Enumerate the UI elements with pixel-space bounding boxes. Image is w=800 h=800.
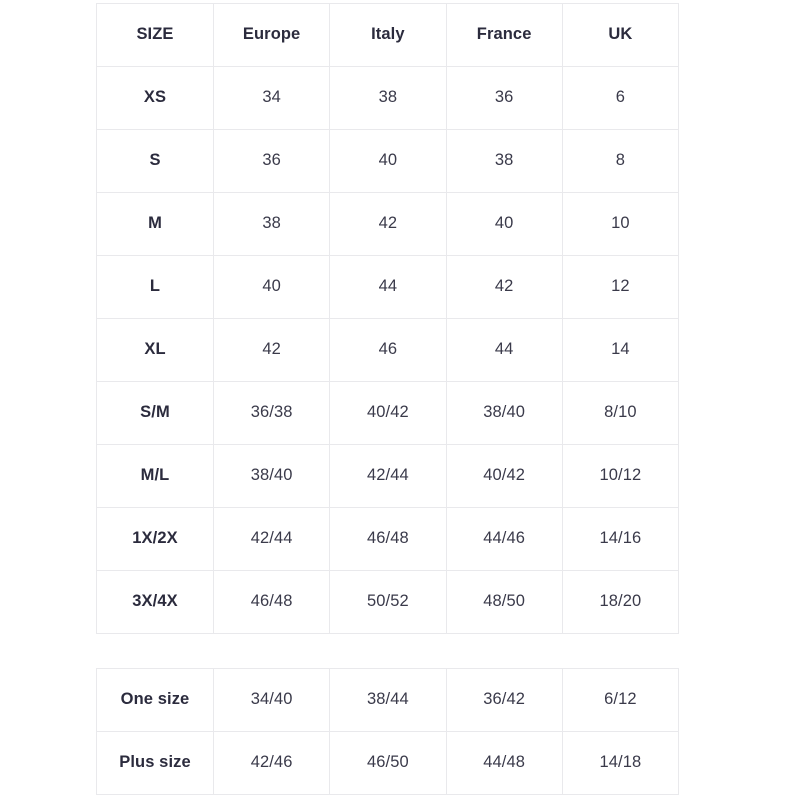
table-header: SIZE Europe Italy France UK: [96, 3, 680, 67]
row-label: M: [96, 192, 214, 256]
cell-france: 48/50: [445, 570, 563, 634]
table-row: 1X/2X 42/44 46/48 44/46 14/16: [96, 507, 680, 571]
row-label: S/M: [96, 381, 214, 445]
cell-uk: 8/10: [561, 381, 680, 445]
one-size-conversion-table: One size 34/40 38/44 36/42 6/12 Plus siz…: [96, 668, 680, 795]
cell-uk: 6/12: [561, 668, 680, 732]
table-row: L 40 44 42 12: [96, 255, 680, 319]
cell-italy: 38: [329, 66, 447, 130]
table-row: S 36 40 38 8: [96, 129, 680, 193]
table-body: One size 34/40 38/44 36/42 6/12 Plus siz…: [96, 668, 680, 795]
cell-europe: 36/38: [212, 381, 331, 445]
table-body: XS 34 38 36 6 S 36 40 38 8 M 38 42 40 10: [96, 66, 680, 634]
cell-france: 44/48: [445, 731, 563, 795]
column-header-france: France: [445, 3, 563, 67]
cell-italy: 40/42: [329, 381, 447, 445]
table-row: XS 34 38 36 6: [96, 66, 680, 130]
cell-europe: 38/40: [212, 444, 331, 508]
cell-uk: 14/16: [561, 507, 680, 571]
cell-europe: 34: [212, 66, 331, 130]
cell-italy: 50/52: [329, 570, 447, 634]
row-label: 3X/4X: [96, 570, 214, 634]
cell-france: 44/46: [445, 507, 563, 571]
cell-france: 38/40: [445, 381, 563, 445]
cell-europe: 46/48: [212, 570, 331, 634]
row-label: XS: [96, 66, 214, 130]
table-row: M/L 38/40 42/44 40/42 10/12: [96, 444, 680, 508]
cell-europe: 42: [212, 318, 331, 382]
cell-uk: 10: [561, 192, 680, 256]
column-header-italy: Italy: [329, 3, 447, 67]
cell-france: 42: [445, 255, 563, 319]
cell-italy: 46: [329, 318, 447, 382]
table-row: M 38 42 40 10: [96, 192, 680, 256]
cell-uk: 8: [561, 129, 680, 193]
table-row: One size 34/40 38/44 36/42 6/12: [96, 668, 680, 732]
cell-uk: 14/18: [561, 731, 680, 795]
column-header-europe: Europe: [212, 3, 331, 67]
row-label: One size: [96, 668, 214, 732]
table-row: Plus size 42/46 46/50 44/48 14/18: [96, 731, 680, 795]
cell-italy: 46/48: [329, 507, 447, 571]
row-label: M/L: [96, 444, 214, 508]
cell-france: 36/42: [445, 668, 563, 732]
cell-france: 44: [445, 318, 563, 382]
cell-france: 38: [445, 129, 563, 193]
size-conversion-table: SIZE Europe Italy France UK XS 34 38 36 …: [96, 3, 680, 634]
row-label: L: [96, 255, 214, 319]
cell-italy: 38/44: [329, 668, 447, 732]
cell-italy: 42/44: [329, 444, 447, 508]
cell-italy: 40: [329, 129, 447, 193]
cell-europe: 38: [212, 192, 331, 256]
column-header-size: SIZE: [96, 3, 214, 67]
cell-italy: 44: [329, 255, 447, 319]
cell-uk: 18/20: [561, 570, 680, 634]
cell-europe: 36: [212, 129, 331, 193]
cell-uk: 6: [561, 66, 680, 130]
cell-france: 40: [445, 192, 563, 256]
column-header-uk: UK: [561, 3, 680, 67]
row-label: Plus size: [96, 731, 214, 795]
cell-europe: 42/46: [212, 731, 331, 795]
table-row: XL 42 46 44 14: [96, 318, 680, 382]
cell-uk: 10/12: [561, 444, 680, 508]
table-row: 3X/4X 46/48 50/52 48/50 18/20: [96, 570, 680, 634]
row-label: S: [96, 129, 214, 193]
cell-france: 36: [445, 66, 563, 130]
row-label: 1X/2X: [96, 507, 214, 571]
header-row: SIZE Europe Italy France UK: [96, 3, 680, 67]
cell-europe: 40: [212, 255, 331, 319]
row-label: XL: [96, 318, 214, 382]
cell-italy: 46/50: [329, 731, 447, 795]
cell-europe: 34/40: [212, 668, 331, 732]
cell-europe: 42/44: [212, 507, 331, 571]
cell-uk: 12: [561, 255, 680, 319]
cell-uk: 14: [561, 318, 680, 382]
table-row: S/M 36/38 40/42 38/40 8/10: [96, 381, 680, 445]
cell-france: 40/42: [445, 444, 563, 508]
cell-italy: 42: [329, 192, 447, 256]
